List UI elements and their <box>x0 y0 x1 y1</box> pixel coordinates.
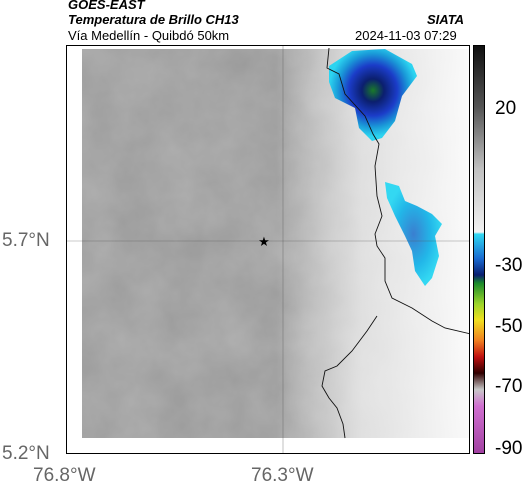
colorbar-gradient <box>474 46 484 453</box>
brightness-temperature-map: ★ <box>67 46 469 453</box>
convective-cloud-north <box>329 49 417 141</box>
y-tick-label: 5.2°N <box>2 443 50 464</box>
colorbar-tick-label: -90 <box>495 438 523 459</box>
convective-cloud-east <box>385 182 442 286</box>
source-label: SIATA <box>427 12 465 27</box>
product-title: Temperatura de Brillo CH13 <box>68 12 239 27</box>
colorbar-tick-label: 20 <box>495 98 517 119</box>
department-boundary <box>326 47 469 335</box>
x-tick-label: 76.3°W <box>251 465 314 486</box>
timestamp-label: 2024-11-03 07:29 <box>355 28 457 43</box>
x-tick-label: 76.8°W <box>33 465 96 486</box>
colorbar-tick-label: -70 <box>495 376 523 397</box>
colorbar-tick-label: -30 <box>495 255 523 276</box>
satellite-title: GOES-EAST <box>68 0 145 12</box>
location-star-marker: ★ <box>258 235 270 250</box>
colorbar <box>473 45 485 454</box>
river-boundary <box>321 315 378 439</box>
colorbar-scale <box>474 46 484 453</box>
y-tick-label: 5.7°N <box>2 230 50 251</box>
map-panel: ★ <box>66 45 470 454</box>
route-subtitle: Vía Medellín - Quibdó 50km <box>68 28 230 43</box>
colorbar-tick-label: -50 <box>495 316 523 337</box>
